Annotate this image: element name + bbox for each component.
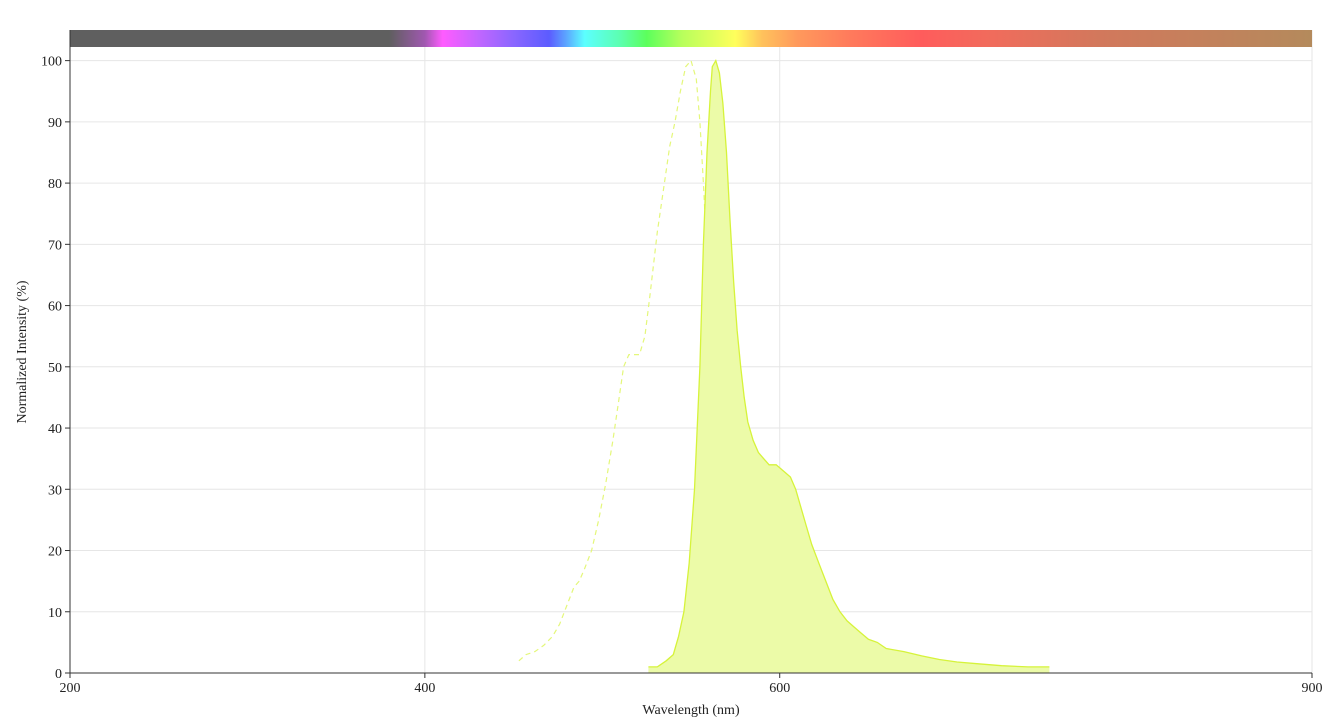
y-tick-label: 100 bbox=[41, 55, 62, 70]
x-tick-label: 200 bbox=[60, 681, 81, 696]
y-tick-label: 70 bbox=[48, 238, 62, 253]
x-tick-label: 400 bbox=[414, 681, 435, 696]
y-axis-label: Normalized Intensity (%) bbox=[15, 280, 30, 423]
y-tick-label: 20 bbox=[48, 545, 62, 560]
y-tick-label: 60 bbox=[48, 300, 62, 315]
x-tick-label: 900 bbox=[1302, 681, 1323, 696]
y-tick-label: 30 bbox=[48, 483, 62, 498]
y-tick-label: 0 bbox=[55, 667, 62, 682]
emission-area-fill bbox=[648, 60, 1050, 674]
x-tick-label: 600 bbox=[769, 681, 790, 696]
series-layer bbox=[518, 58, 1050, 674]
x-axis-label: Wavelength (nm) bbox=[642, 703, 740, 718]
spectrum-color-bar bbox=[70, 30, 1312, 47]
y-tick-label: 80 bbox=[48, 177, 62, 192]
y-tick-label: 40 bbox=[48, 422, 62, 437]
y-tick-label: 90 bbox=[48, 116, 62, 131]
y-tick-label: 50 bbox=[48, 361, 62, 376]
axes: 0 10 20 30 40 50 60 70 80 90 100 200 400 600 900 bbox=[41, 30, 1323, 696]
y-tick-label: 10 bbox=[48, 606, 62, 621]
emission-series-line bbox=[648, 58, 1050, 668]
